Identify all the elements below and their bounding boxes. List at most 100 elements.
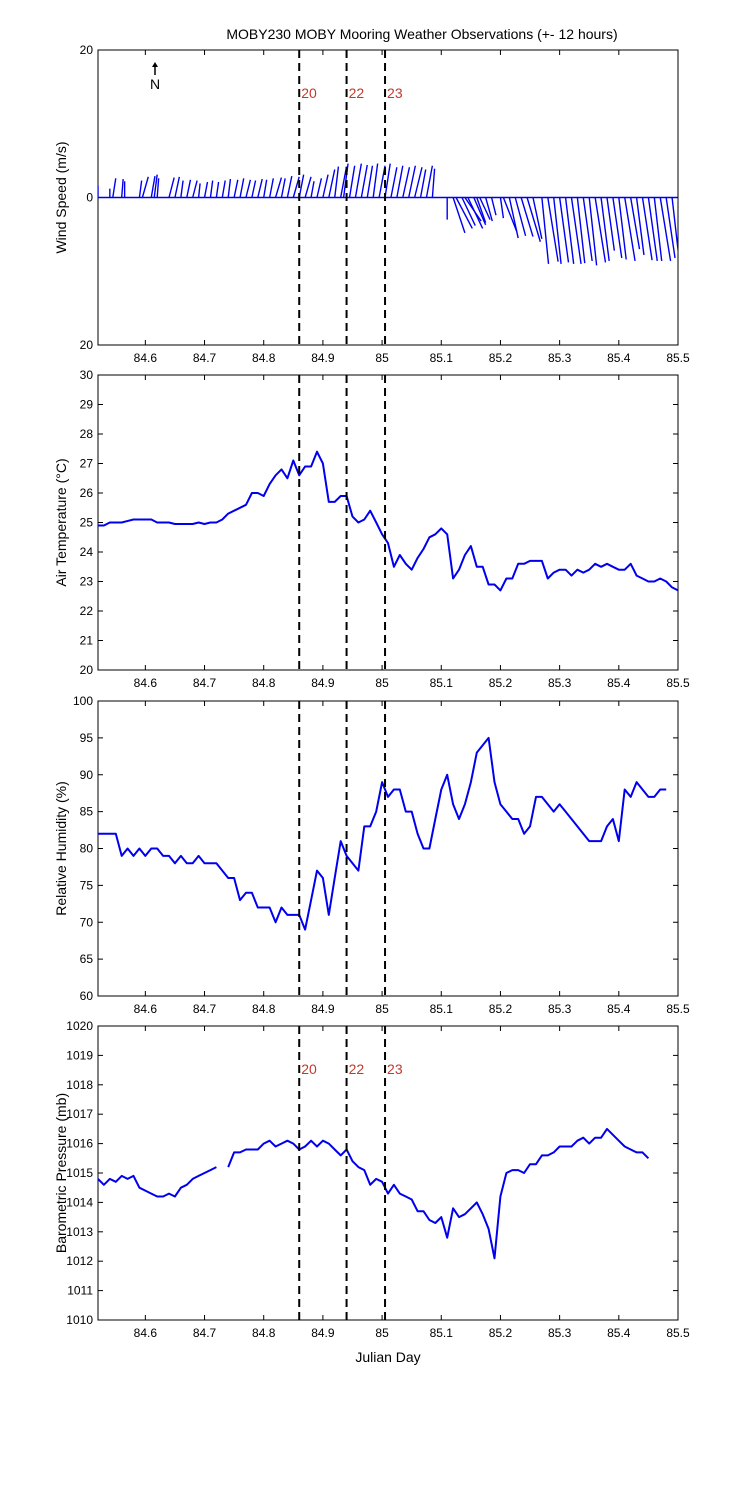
wind-stick bbox=[286, 175, 293, 198]
marker-label: 23 bbox=[387, 1061, 403, 1077]
wind-stick bbox=[360, 164, 368, 198]
x-tick-label: 85 bbox=[375, 351, 389, 365]
x-tick-label: 85.1 bbox=[430, 351, 454, 365]
wind-stick bbox=[612, 197, 623, 259]
x-tick-label: 85 bbox=[375, 1002, 389, 1016]
wind-stick bbox=[322, 174, 329, 198]
y-tick-label: 22 bbox=[80, 604, 94, 618]
x-tick-label: 84.9 bbox=[311, 676, 335, 690]
y-tick-label: 0 bbox=[86, 191, 93, 205]
axes-box bbox=[97, 700, 679, 997]
y-axis-label: Relative Humidity (%) bbox=[53, 781, 69, 916]
y-tick-label: 1013 bbox=[66, 1225, 93, 1239]
marker-label: 23 bbox=[387, 85, 403, 101]
x-tick-label: 84.6 bbox=[134, 351, 158, 365]
y-tick-label: 85 bbox=[80, 805, 94, 819]
wind-stick bbox=[671, 197, 678, 256]
wind-stick bbox=[425, 165, 434, 198]
wind-stick bbox=[203, 181, 209, 198]
x-tick-label: 85.4 bbox=[607, 1002, 631, 1016]
wind-stick bbox=[239, 178, 245, 198]
wind-stick bbox=[197, 183, 201, 198]
x-tick-label: 84.6 bbox=[134, 1326, 158, 1340]
axes-box bbox=[97, 374, 679, 671]
wind-stick bbox=[677, 197, 678, 204]
wind-stick bbox=[624, 197, 636, 262]
x-tick-label: 84.6 bbox=[134, 676, 158, 690]
wind-stick bbox=[461, 197, 476, 226]
wind-stick bbox=[304, 176, 312, 198]
wind-stick bbox=[606, 197, 616, 251]
wind-stick bbox=[215, 181, 220, 198]
x-axis-label: Julian Day bbox=[355, 1349, 420, 1365]
x-tick-label: 85.3 bbox=[548, 1002, 572, 1016]
wind-stick bbox=[372, 163, 379, 198]
x-tick-label: 85.4 bbox=[607, 351, 631, 365]
data-line bbox=[98, 1166, 217, 1198]
x-tick-label: 85.5 bbox=[666, 1326, 690, 1340]
y-tick-label: 20 bbox=[80, 43, 94, 57]
wind-stick bbox=[209, 180, 214, 198]
wind-stick bbox=[541, 197, 550, 264]
wind-stick bbox=[647, 197, 658, 262]
wind-stick bbox=[484, 197, 493, 222]
wind-stick bbox=[473, 197, 487, 226]
wind-stick bbox=[618, 197, 627, 260]
x-tick-label: 85.5 bbox=[666, 351, 690, 365]
x-tick-label: 85.2 bbox=[489, 1326, 513, 1340]
wind-stick bbox=[576, 197, 586, 264]
x-tick-label: 85.3 bbox=[548, 676, 572, 690]
wind-stick bbox=[378, 165, 386, 198]
y-tick-label: 65 bbox=[80, 952, 94, 966]
x-tick-label: 85 bbox=[375, 1326, 389, 1340]
y-axis-label: Barometric Pressure (mb) bbox=[53, 1093, 69, 1253]
y-tick-label: 1011 bbox=[67, 1284, 93, 1298]
x-tick-label: 84.7 bbox=[193, 1002, 217, 1016]
y-tick-label: 1012 bbox=[66, 1254, 93, 1268]
wind-stick bbox=[268, 178, 275, 198]
wind-stick bbox=[310, 181, 315, 198]
wind-stick bbox=[502, 197, 518, 232]
wind-stick bbox=[659, 197, 672, 262]
wind-stick bbox=[629, 197, 641, 250]
wind-stick bbox=[396, 165, 404, 198]
wind-stick bbox=[180, 180, 184, 198]
wind-stick bbox=[553, 197, 562, 264]
wind-stick bbox=[141, 176, 149, 198]
y-tick-label: 1018 bbox=[66, 1078, 93, 1092]
y-tick-label: 1020 bbox=[66, 1019, 93, 1033]
y-tick-label: 29 bbox=[80, 398, 94, 412]
y-axis-label: Wind Speed (m/s) bbox=[53, 141, 69, 253]
wind-stick bbox=[174, 176, 181, 198]
wind-stick bbox=[366, 165, 374, 198]
x-tick-label: 85 bbox=[375, 676, 389, 690]
x-tick-label: 84.9 bbox=[311, 351, 335, 365]
wind-stick bbox=[476, 197, 487, 223]
x-tick-label: 85.3 bbox=[548, 1326, 572, 1340]
x-tick-label: 85.4 bbox=[607, 1326, 631, 1340]
panels: 84.6 84.7 84.8 84.9 85 85.1 85.2 85.3 85.4 85.5 20… bbox=[53, 43, 690, 1340]
wind-stick bbox=[168, 177, 175, 198]
marker-label: 22 bbox=[349, 1061, 365, 1077]
x-tick-label: 85.2 bbox=[489, 676, 513, 690]
y-tick-label: 1015 bbox=[66, 1166, 93, 1180]
panel-4: 84.6 84.7 84.8 84.9 85 85.1 85.2 85.3 85.4 85.5 10… bbox=[53, 1019, 690, 1340]
wind-stick bbox=[251, 180, 257, 198]
y-tick-label: 20 bbox=[80, 338, 94, 352]
wind-stick bbox=[499, 197, 505, 219]
y-tick-label: 1019 bbox=[66, 1048, 93, 1062]
x-tick-label: 85.1 bbox=[430, 676, 454, 690]
wind-stick bbox=[328, 169, 336, 198]
wind-stick bbox=[635, 197, 645, 256]
y-tick-label: 1010 bbox=[66, 1313, 93, 1327]
wind-stick bbox=[221, 180, 226, 198]
wind-stick bbox=[354, 163, 363, 198]
x-tick-label: 84.8 bbox=[252, 1002, 276, 1016]
x-tick-label: 84.6 bbox=[134, 1002, 158, 1016]
wind-stick bbox=[490, 197, 497, 216]
wind-stick bbox=[138, 180, 143, 198]
wind-stick bbox=[413, 167, 423, 198]
plot-area bbox=[98, 450, 678, 592]
plot-area bbox=[98, 1127, 650, 1260]
x-tick-label: 85.5 bbox=[666, 676, 690, 690]
